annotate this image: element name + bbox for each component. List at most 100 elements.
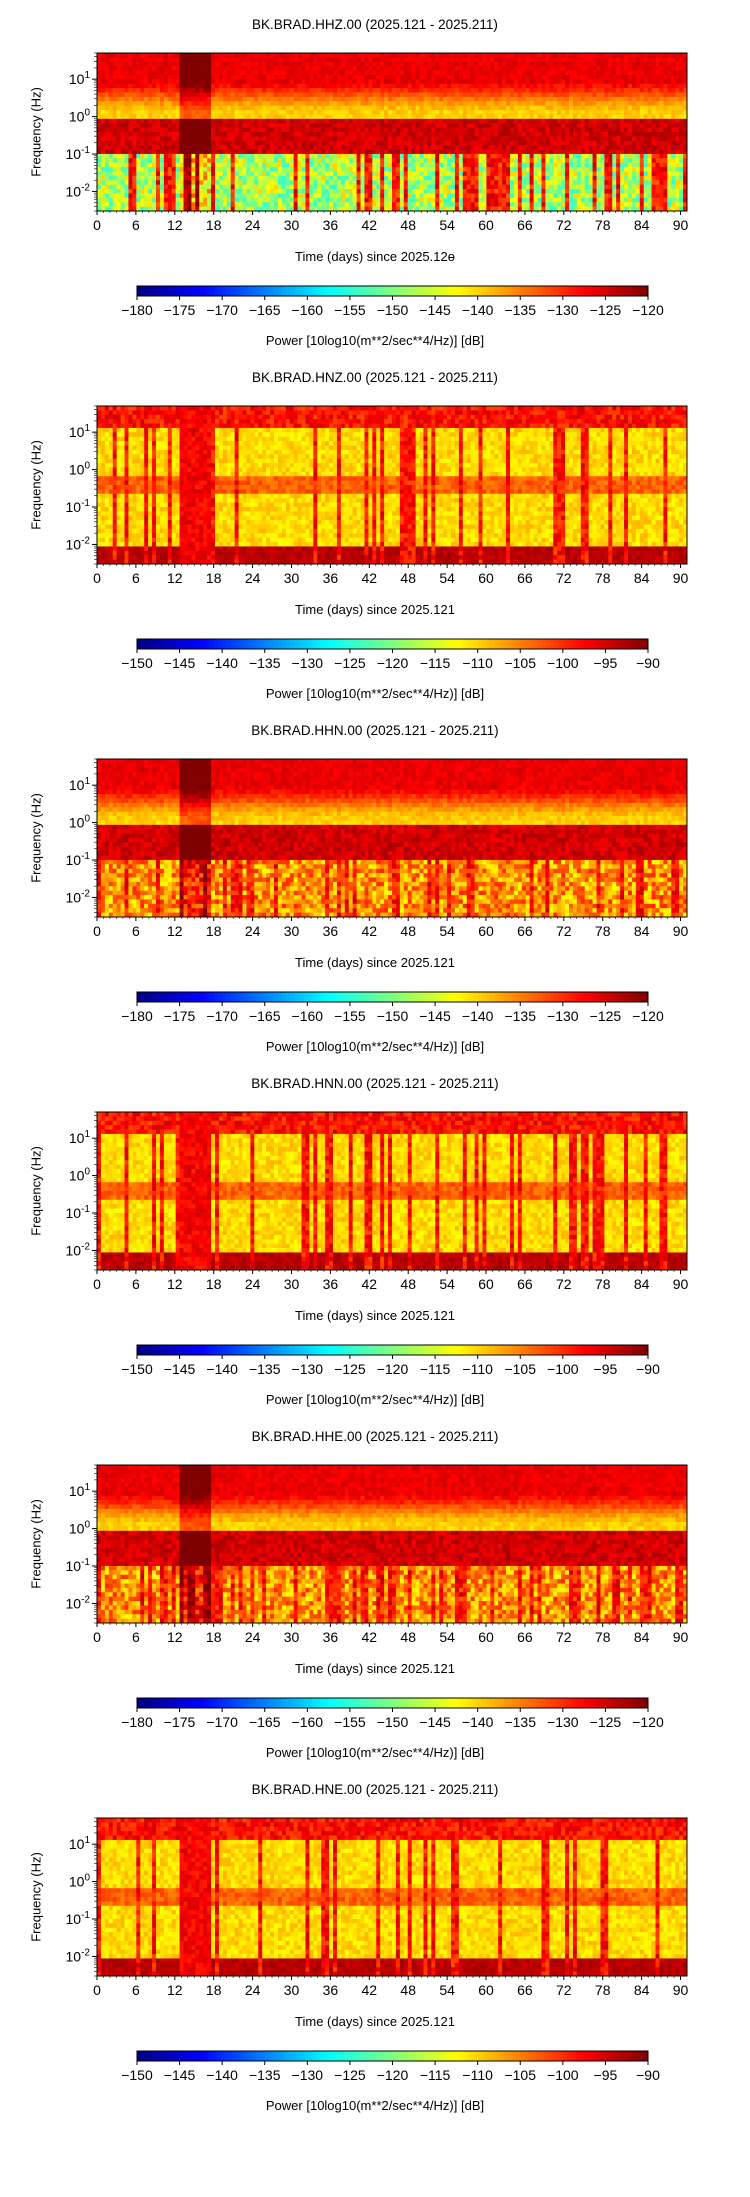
- heatmap-cell: [211, 74, 216, 80]
- heatmap-cell: [474, 206, 479, 212]
- heatmap-cell: [600, 149, 605, 155]
- heatmap-cell: [454, 92, 460, 98]
- heatmap-cell: [329, 123, 334, 129]
- heatmap-cell: [580, 145, 586, 150]
- heatmap-cell: [171, 66, 177, 71]
- heatmap-cell: [596, 158, 601, 164]
- heatmap-cell: [411, 180, 416, 186]
- heatmap-cell: [502, 175, 507, 181]
- heatmap-cell: [494, 180, 499, 186]
- heatmap-cell: [203, 92, 208, 98]
- heatmap-cell: [238, 66, 243, 71]
- heatmap-cell: [486, 132, 491, 137]
- heatmap-cell: [344, 57, 350, 63]
- heatmap-cell: [305, 153, 310, 159]
- heatmap-cell: [431, 153, 436, 159]
- heatmap-cell: [167, 83, 173, 89]
- heatmap-cell: [490, 132, 495, 137]
- heatmap-cell: [620, 114, 625, 120]
- heatmap-cell: [179, 202, 184, 208]
- heatmap-cell: [364, 193, 369, 199]
- heatmap-cell: [97, 206, 102, 212]
- heatmap-cell: [293, 175, 298, 181]
- heatmap-cell: [329, 74, 334, 80]
- heatmap-cell: [443, 74, 448, 80]
- heatmap-cell: [533, 105, 538, 111]
- heatmap-cell: [348, 74, 354, 80]
- heatmap-cell: [549, 202, 554, 208]
- heatmap-cell: [104, 206, 110, 212]
- heatmap-cell: [203, 123, 208, 129]
- heatmap-cell: [561, 57, 566, 63]
- heatmap-cell: [561, 153, 566, 159]
- heatmap-cell: [179, 175, 184, 181]
- heatmap-cell: [384, 96, 389, 102]
- heatmap-cell: [309, 189, 314, 194]
- heatmap-cell: [352, 197, 357, 203]
- heatmap-cell: [171, 53, 177, 58]
- heatmap-cell: [336, 175, 342, 181]
- heatmap-cell: [317, 118, 322, 124]
- heatmap-cell: [254, 96, 259, 102]
- heatmap-cell: [333, 114, 338, 120]
- heatmap-cell: [478, 136, 483, 142]
- heatmap-cell: [218, 118, 224, 124]
- heatmap-cell: [262, 105, 267, 111]
- heatmap-cell: [458, 162, 464, 168]
- heatmap-cell: [195, 79, 200, 85]
- heatmap-cell: [403, 158, 409, 164]
- heatmap-cell: [474, 79, 479, 85]
- heatmap-cell: [116, 189, 121, 194]
- heatmap-cell: [631, 158, 637, 164]
- heatmap-cell: [301, 118, 306, 124]
- heatmap-cell: [183, 189, 188, 194]
- heatmap-cell: [203, 145, 208, 150]
- heatmap-cell: [226, 88, 232, 93]
- heatmap-cell: [561, 105, 566, 111]
- heatmap-cell: [565, 70, 570, 76]
- heatmap-cell: [521, 79, 527, 85]
- heatmap-cell: [608, 184, 613, 190]
- heatmap-cell: [187, 66, 192, 71]
- heatmap-cell: [486, 184, 491, 190]
- heatmap-cell: [490, 96, 495, 102]
- heatmap-cell: [380, 53, 385, 58]
- heatmap-cell: [478, 206, 483, 212]
- heatmap-cell: [588, 193, 593, 199]
- heatmap-cell: [281, 118, 287, 124]
- heatmap-cell: [576, 70, 582, 76]
- heatmap-cell: [277, 158, 283, 164]
- heatmap-cell: [510, 193, 515, 199]
- heatmap-cell: [569, 110, 574, 115]
- heatmap-cell: [592, 92, 597, 98]
- heatmap-cell: [124, 167, 129, 172]
- heatmap-cell: [443, 83, 448, 89]
- heatmap-cell: [608, 101, 613, 107]
- heatmap-cell: [592, 158, 597, 164]
- heatmap-cell: [159, 101, 165, 107]
- heatmap-cell: [238, 57, 243, 63]
- heatmap-cell: [435, 184, 440, 190]
- heatmap-cell: [545, 167, 550, 172]
- heatmap-cell: [116, 184, 121, 190]
- heatmap-cell: [356, 158, 361, 164]
- heatmap-cell: [506, 132, 511, 137]
- heatmap-cell: [329, 132, 334, 137]
- heatmap-cell: [451, 180, 456, 186]
- heatmap-cell: [470, 70, 475, 76]
- heatmap-cell: [356, 206, 361, 212]
- heatmap-cell: [431, 74, 436, 80]
- heatmap-cell: [254, 167, 259, 172]
- heatmap-cell: [191, 66, 196, 71]
- heatmap-cell: [120, 105, 125, 111]
- heatmap-cell: [427, 118, 432, 124]
- heatmap-cell: [144, 153, 149, 159]
- heatmap-cell: [384, 114, 389, 120]
- heatmap-cell: [352, 140, 357, 146]
- heatmap-cell: [175, 162, 180, 168]
- heatmap-cell: [333, 57, 338, 63]
- heatmap-cell: [561, 189, 566, 194]
- heatmap-cell: [344, 167, 350, 172]
- heatmap-cell: [97, 180, 102, 186]
- heatmap-cell: [167, 79, 173, 85]
